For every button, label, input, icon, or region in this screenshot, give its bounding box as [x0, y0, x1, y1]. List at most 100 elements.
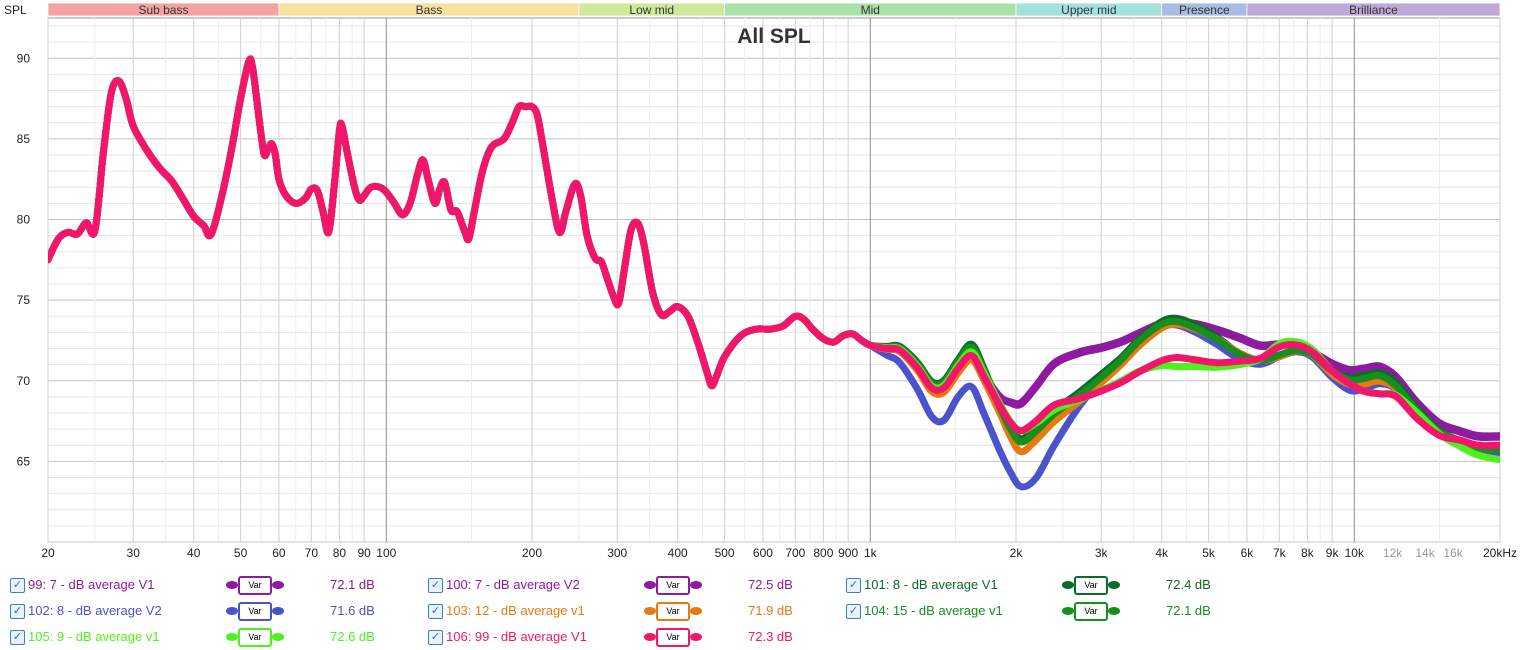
legend-checkbox[interactable]: ✓ — [846, 604, 861, 619]
x-tick-label: 50 — [234, 546, 248, 560]
x-tick-label: 900 — [838, 546, 858, 560]
swatch-dot-right — [272, 581, 284, 589]
var-button[interactable]: Var — [238, 628, 272, 647]
legend-item-100: ✓ 100: 7 - dB average V2 Var 72.5 dB — [428, 574, 828, 596]
legend-label: 101: 8 - dB average V1 — [864, 577, 998, 592]
x-tick-label: 20 — [41, 546, 55, 560]
legend-label: 103: 12 - dB average v1 — [446, 603, 585, 618]
swatch-dot-right — [272, 607, 284, 615]
swatch-dot-right — [690, 581, 702, 589]
x-tick-label: 14k — [1415, 546, 1435, 560]
x-tick-label: 70 — [305, 546, 319, 560]
band-label: Presence — [1179, 3, 1230, 17]
y-tick-label: 70 — [17, 374, 31, 388]
swatch-dot-left — [644, 581, 656, 589]
legend-label: 100: 7 - dB average V2 — [446, 577, 580, 592]
x-tick-label: 6k — [1241, 546, 1255, 560]
x-tick-label: 7k — [1273, 546, 1287, 560]
swatch-dot-right — [1108, 581, 1120, 589]
var-button[interactable]: Var — [238, 576, 272, 595]
legend-value: 72.1 dB — [330, 577, 375, 592]
legend-checkbox[interactable]: ✓ — [846, 578, 861, 593]
legend-swatch[interactable]: Var — [644, 628, 702, 647]
series-line-106 — [48, 55, 1500, 450]
vertical-grid — [47, 18, 1501, 542]
x-tick-label: 16k — [1443, 546, 1463, 560]
swatch-dot-left — [644, 607, 656, 615]
legend-value: 71.6 dB — [330, 603, 375, 618]
legend-item-103: ✓ 103: 12 - dB average v1 Var 71.9 dB — [428, 600, 828, 622]
x-tick-label: 800 — [813, 546, 833, 560]
x-tick-label: 400 — [668, 546, 688, 560]
x-tick-label: 12k — [1383, 546, 1403, 560]
band-label: Sub bass — [138, 3, 188, 17]
legend-item-101: ✓ 101: 8 - dB average V1 Var 72.4 dB — [846, 574, 1246, 596]
legend-value: 72.4 dB — [1166, 577, 1211, 592]
x-tick-label: 100 — [376, 546, 396, 560]
legend-swatch[interactable]: Var — [226, 628, 284, 647]
legend-item-105: ✓ 105: 9 - dB average v1 Var 72.6 dB — [10, 626, 410, 648]
y-tick-label: 80 — [17, 213, 31, 227]
var-button[interactable]: Var — [656, 576, 690, 595]
var-button[interactable]: Var — [656, 628, 690, 647]
legend-value: 72.6 dB — [330, 629, 375, 644]
series-group — [48, 55, 1500, 491]
x-tick-label: 600 — [753, 546, 773, 560]
band-label: Bass — [416, 3, 443, 17]
legend-checkbox[interactable]: ✓ — [10, 630, 25, 645]
legend-swatch[interactable]: Var — [1062, 576, 1120, 595]
legend-label: 105: 9 - dB average v1 — [28, 629, 160, 644]
x-tick-label: 5k — [1202, 546, 1216, 560]
var-button[interactable]: Var — [1074, 576, 1108, 595]
frequency-bands: Sub bass Bass Low mid Mid Upper mid Presence B… — [47, 2, 1501, 17]
x-tick-label: 4k — [1155, 546, 1169, 560]
legend-swatch[interactable]: Var — [644, 602, 702, 621]
legend-label: 104: 15 - dB average v1 — [864, 603, 1003, 618]
y-tick-label: 90 — [17, 51, 31, 65]
legend-checkbox[interactable]: ✓ — [10, 578, 25, 593]
legend-label: 99: 7 - dB average V1 — [28, 577, 155, 592]
legend-value: 71.9 dB — [748, 603, 793, 618]
y-axis-label: SPL — [4, 3, 27, 17]
horizontal-grid — [48, 25, 1500, 543]
legend-checkbox[interactable]: ✓ — [10, 604, 25, 619]
legend-label: 102: 8 - dB average V2 — [28, 603, 162, 618]
legend-swatch[interactable]: Var — [226, 576, 284, 595]
y-tick-label: 65 — [17, 454, 31, 468]
y-tick-label: 85 — [17, 132, 31, 146]
var-button[interactable]: Var — [1074, 602, 1108, 621]
swatch-dot-left — [226, 581, 238, 589]
legend-item-106: ✓ 106: 99 - dB average V1 Var 72.3 dB — [428, 626, 828, 648]
legend-swatch[interactable]: Var — [644, 576, 702, 595]
legend-checkbox[interactable]: ✓ — [428, 630, 443, 645]
x-tick-label: 30 — [127, 546, 141, 560]
var-button[interactable]: Var — [656, 602, 690, 621]
legend-checkbox[interactable]: ✓ — [428, 578, 443, 593]
x-tick-label: 40 — [187, 546, 201, 560]
var-button[interactable]: Var — [238, 602, 272, 621]
band-label: Brilliance — [1349, 3, 1398, 17]
legend-item-104: ✓ 104: 15 - dB average v1 Var 72.1 dB — [846, 600, 1246, 622]
x-tick-label: 1k — [864, 546, 878, 560]
swatch-dot-right — [272, 633, 284, 641]
legend-value: 72.5 dB — [748, 577, 793, 592]
legend-swatch[interactable]: Var — [226, 602, 284, 621]
x-tick-label: 3k — [1095, 546, 1109, 560]
chart-title: All SPL — [737, 25, 811, 48]
x-tick-label: 300 — [607, 546, 627, 560]
legend-value: 72.1 dB — [1166, 603, 1211, 618]
swatch-dot-right — [690, 607, 702, 615]
legend-checkbox[interactable]: ✓ — [428, 604, 443, 619]
legend-item-99: ✓ 99: 7 - dB average V1 Var 72.1 dB — [10, 574, 410, 596]
legend-value: 72.3 dB — [748, 629, 793, 644]
swatch-dot-right — [690, 633, 702, 641]
x-tick-label: 90 — [357, 546, 371, 560]
legend-swatch[interactable]: Var — [1062, 602, 1120, 621]
x-tick-label: 10k — [1345, 546, 1365, 560]
x-tick-label: 2k — [1010, 546, 1024, 560]
swatch-dot-right — [1108, 607, 1120, 615]
band-label: Upper mid — [1061, 3, 1116, 17]
band-brilliance — [1246, 2, 1501, 17]
swatch-dot-left — [226, 607, 238, 615]
swatch-dot-left — [1062, 581, 1074, 589]
